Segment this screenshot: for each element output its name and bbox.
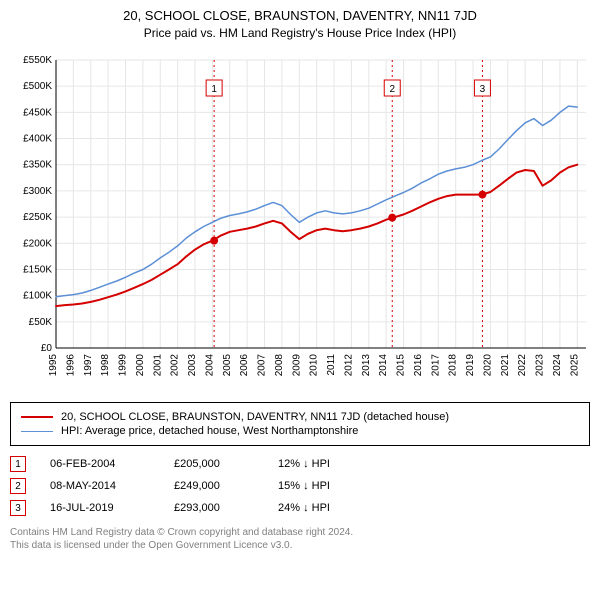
x-tick-label: 2022: [517, 354, 528, 377]
legend-swatch: [21, 431, 53, 432]
footer-note: Contains HM Land Registry data © Crown c…: [10, 526, 590, 552]
x-tick-label: 2015: [396, 354, 407, 377]
x-tick-label: 2005: [222, 354, 233, 377]
legend-item: 20, SCHOOL CLOSE, BRAUNSTON, DAVENTRY, N…: [21, 411, 579, 423]
event-row-hpi: 24% ↓ HPI: [278, 502, 368, 514]
x-tick-label: 2012: [343, 354, 354, 377]
x-tick-label: 2003: [187, 354, 198, 377]
legend: 20, SCHOOL CLOSE, BRAUNSTON, DAVENTRY, N…: [10, 402, 590, 446]
events-table: 1 06-FEB-2004 £205,000 12% ↓ HPI 2 08-MAY-201…: [10, 456, 590, 516]
x-tick-label: 2001: [152, 354, 163, 377]
title-main: 20, SCHOOL CLOSE, BRAUNSTON, DAVENTRY, N…: [10, 8, 590, 23]
x-tick-label: 2010: [309, 354, 320, 377]
y-tick-label: £300K: [23, 186, 52, 197]
x-tick-label: 2011: [326, 354, 337, 376]
legend-swatch: [21, 416, 53, 418]
x-tick-label: 2008: [274, 354, 285, 377]
x-tick-label: 2016: [413, 354, 424, 377]
x-tick-label: 2000: [135, 354, 146, 377]
legend-item: HPI: Average price, detached house, West…: [21, 425, 579, 437]
event-row-date: 08-MAY-2014: [50, 480, 150, 492]
x-tick-label: 2004: [204, 354, 215, 377]
x-tick-label: 1997: [83, 354, 94, 377]
y-tick-label: £150K: [23, 264, 52, 275]
event-row-price: £205,000: [174, 458, 254, 470]
event-marker-label: 2: [389, 84, 395, 95]
x-tick-label: 1996: [65, 354, 76, 377]
y-tick-label: £500K: [23, 81, 52, 92]
y-tick-label: £400K: [23, 134, 52, 145]
x-tick-label: 2006: [239, 354, 250, 377]
x-tick-label: 2002: [170, 354, 181, 377]
event-row-price: £293,000: [174, 502, 254, 514]
x-tick-label: 1999: [118, 354, 129, 377]
event-row: 3 16-JUL-2019 £293,000 24% ↓ HPI: [10, 500, 590, 516]
x-tick-label: 2013: [361, 354, 372, 377]
chart-plot: £0 £50K £100K £150K £200K £250K £300K £350K £400…: [10, 52, 590, 392]
y-tick-label: £0: [41, 343, 53, 354]
y-tick-label: £250K: [23, 212, 52, 223]
event-row: 1 06-FEB-2004 £205,000 12% ↓ HPI: [10, 456, 590, 472]
footer-line-2: This data is licensed under the Open Gov…: [10, 539, 590, 552]
event-row-hpi: 15% ↓ HPI: [278, 480, 368, 492]
y-tick-label: £100K: [23, 291, 52, 302]
x-tick-label: 2007: [257, 354, 268, 377]
x-tick-label: 2017: [430, 354, 441, 377]
y-tick-label: £450K: [23, 107, 52, 118]
title-block: 20, SCHOOL CLOSE, BRAUNSTON, DAVENTRY, N…: [10, 8, 590, 40]
event-marker-label: 3: [480, 84, 486, 95]
event-row-date: 16-JUL-2019: [50, 502, 150, 514]
legend-label: HPI: Average price, detached house, West…: [61, 425, 358, 437]
chart-container: 20, SCHOOL CLOSE, BRAUNSTON, DAVENTRY, N…: [0, 0, 600, 562]
event-row: 2 08-MAY-2014 £249,000 15% ↓ HPI: [10, 478, 590, 494]
title-sub: Price paid vs. HM Land Registry's House …: [10, 26, 590, 40]
y-tick-label: £200K: [23, 238, 52, 249]
x-tick-label: 2009: [291, 354, 302, 377]
event-row-marker: 2: [10, 478, 26, 494]
event-row-marker: 1: [10, 456, 26, 472]
y-tick-label: £350K: [23, 160, 52, 171]
y-tick-label: £50K: [29, 317, 53, 328]
event-row-date: 06-FEB-2004: [50, 458, 150, 470]
x-tick-label: 2018: [448, 354, 459, 377]
x-tick-label: 1995: [48, 354, 59, 377]
x-tick-label: 2024: [552, 354, 563, 377]
y-tick-label: £550K: [23, 55, 52, 66]
legend-label: 20, SCHOOL CLOSE, BRAUNSTON, DAVENTRY, N…: [61, 411, 449, 423]
x-tick-label: 1998: [100, 354, 111, 377]
x-tick-label: 2025: [569, 354, 580, 377]
event-row-marker: 3: [10, 500, 26, 516]
event-marker-label: 1: [211, 84, 217, 95]
x-tick-label: 2023: [535, 354, 546, 377]
x-tick-label: 2019: [465, 354, 476, 377]
chart-svg: £0 £50K £100K £150K £200K £250K £300K £350K £400…: [10, 52, 590, 392]
x-tick-label: 2020: [482, 354, 493, 377]
event-row-price: £249,000: [174, 480, 254, 492]
x-tick-label: 2021: [500, 354, 511, 377]
footer-line-1: Contains HM Land Registry data © Crown c…: [10, 526, 590, 539]
event-row-hpi: 12% ↓ HPI: [278, 458, 368, 470]
x-tick-label: 2014: [378, 354, 389, 377]
